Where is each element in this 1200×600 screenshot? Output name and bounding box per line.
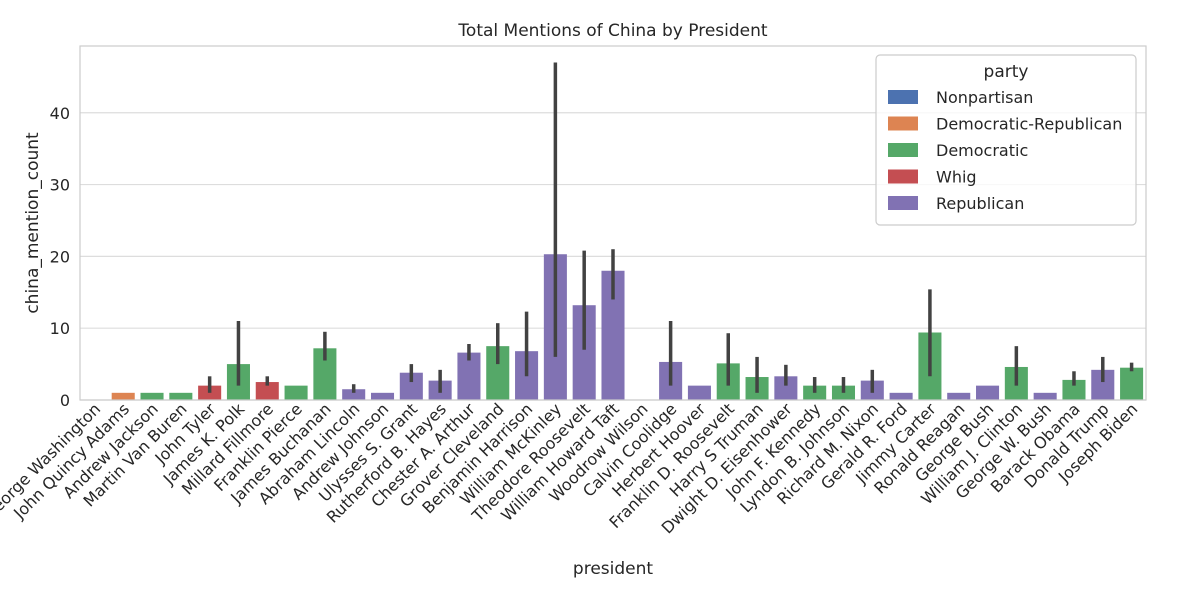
bar (1062, 379, 1086, 400)
bar (486, 346, 510, 400)
legend-label: Democratic (936, 141, 1028, 160)
y-tick-label: 20 (50, 247, 70, 266)
legend-box (875, 54, 1137, 226)
y-axis-label: china_mention_count (23, 132, 43, 314)
legend-label: Republican (936, 194, 1024, 213)
legend-swatch (888, 90, 918, 104)
bar (313, 348, 337, 400)
y-tick-label: 40 (50, 104, 70, 123)
bar (947, 392, 971, 400)
plot-frame (79, 45, 1147, 401)
bar (370, 392, 395, 400)
legend-swatch (888, 143, 918, 157)
bar (399, 372, 423, 400)
bars (111, 254, 1144, 400)
y-tick-label: 0 (60, 391, 70, 410)
legend-swatch (888, 196, 918, 210)
bar (1033, 392, 1057, 400)
y-tick-label: 30 (50, 176, 70, 195)
bar (1120, 367, 1144, 400)
legend-swatch (888, 169, 918, 184)
bar (140, 392, 164, 400)
error-bars (207, 62, 1134, 393)
bar (889, 392, 913, 400)
bar (687, 385, 711, 400)
bar (976, 385, 1000, 400)
chart-title: Total Mentions of China by President (457, 21, 767, 41)
legend-title: party (984, 62, 1029, 82)
bar (255, 382, 279, 400)
bar (774, 376, 798, 400)
bar (342, 389, 366, 400)
x-axis-label: president (573, 559, 653, 579)
legend-label: Democratic-Republican (936, 115, 1122, 134)
bar (601, 270, 625, 400)
bar (111, 392, 135, 400)
bar (572, 305, 596, 400)
y-ticks: 0 10 20 30 40 (50, 104, 70, 410)
bar (1091, 369, 1115, 400)
bar (169, 392, 193, 400)
legend-swatch (888, 116, 918, 131)
bar (284, 385, 308, 400)
bar (457, 352, 481, 400)
legend-label: Nonpartisan (936, 88, 1033, 107)
legend-label: Whig (936, 168, 977, 187)
y-tick-label: 10 (50, 319, 70, 338)
legend: party Nonpartisan Democratic-Republican Dem… (875, 54, 1137, 226)
